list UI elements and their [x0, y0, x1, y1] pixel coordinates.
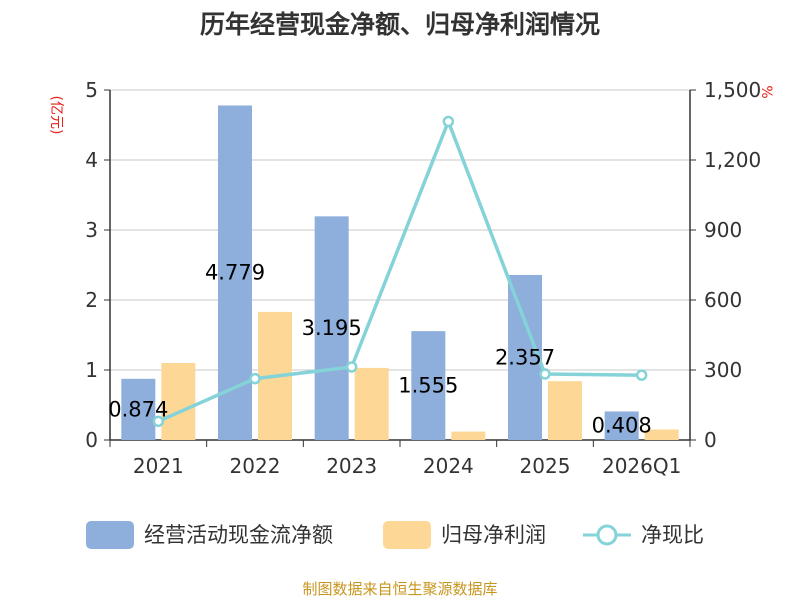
ratio-point — [539, 368, 551, 380]
data-label-cashflow: 3.195 — [302, 316, 362, 340]
legend-item-ratio[interactable]: 净现比 — [583, 523, 704, 547]
legend-label-net-profit: 归母净利润 — [441, 523, 546, 547]
ratio-line-path — [157, 119, 642, 423]
legend-marker-ratio — [596, 524, 618, 546]
bar-net-profit — [644, 429, 679, 440]
legend-swatch-net-profit — [383, 521, 431, 549]
bar-cashflow — [508, 275, 542, 440]
right-axis-tick-label: 1,200 — [704, 148, 761, 172]
bar-cashflow — [121, 378, 156, 440]
legend: 经营活动现金流净额 归母净利润 净现比 — [86, 521, 704, 549]
data-label-cashflow: 2.357 — [495, 346, 555, 370]
left-axis-unit: (亿元) — [48, 96, 64, 135]
x-axis-tick-label: 2022 — [230, 454, 281, 478]
data-label-cashflow: 0.408 — [592, 414, 652, 438]
left-axis-tick-label: 0 — [85, 428, 98, 452]
left-axis-tick-label: 2 — [85, 288, 98, 312]
x-axis-tick-label: 2023 — [326, 454, 377, 478]
axes: 0 1 2 3 4 5 0 300 600 900 1,200 1,500 2021 2022 2023 20… — [85, 78, 761, 478]
ratio-point — [635, 369, 648, 381]
legend-item-net-profit[interactable]: 归母净利润 — [383, 521, 546, 549]
bars — [121, 105, 679, 440]
bar-cashflow — [314, 216, 349, 440]
right-axis-tick-label: 300 — [704, 358, 742, 382]
left-axis-tick-label: 5 — [85, 78, 98, 102]
data-label-cashflow: 0.874 — [108, 397, 168, 421]
legend-item-cashflow[interactable]: 经营活动现金流净额 — [86, 521, 333, 549]
bar-net-profit — [354, 367, 389, 440]
ratio-point — [249, 372, 261, 385]
ratio-line — [152, 115, 648, 428]
bar-net-profit — [451, 431, 486, 440]
source-note: 制图数据来自恒生聚源数据库 — [302, 580, 497, 598]
x-axis-tick-label: 2024 — [423, 454, 474, 478]
legend-label-ratio: 净现比 — [641, 523, 704, 547]
ratio-point — [152, 415, 165, 428]
bar-cashflow — [604, 411, 639, 440]
legend-swatch-cashflow — [86, 521, 134, 549]
bar-net-profit — [548, 381, 582, 440]
left-axis-tick-label: 3 — [85, 218, 98, 242]
right-axis-tick-label: 900 — [704, 218, 742, 242]
right-axis-tick-label: 1,500 — [704, 78, 761, 102]
legend-label-cashflow: 经营活动现金流净额 — [144, 523, 333, 547]
grid — [110, 89, 690, 371]
x-axis-tick-label: 2021 — [133, 454, 184, 478]
right-axis-tick-label: 600 — [704, 288, 742, 312]
data-label-cashflow: 1.555 — [398, 374, 458, 398]
left-axis-tick-label: 4 — [85, 148, 98, 172]
data-label-cashflow: 4.779 — [205, 261, 265, 285]
data-labels: 0.874 4.779 3.195 1.555 2.357 0.408 — [108, 261, 651, 438]
x-axis-tick-label: 2026Q1 — [602, 454, 681, 478]
chart-title: 历年经营现金净额、归母净利润情况 — [200, 10, 600, 39]
bar-net-profit — [161, 363, 196, 440]
right-axis-tick-label: 0 — [704, 428, 717, 452]
right-axis-unit: % — [758, 85, 774, 98]
ratio-point — [442, 115, 455, 128]
x-axis-tick-label: 2025 — [520, 454, 571, 478]
ratio-point — [345, 361, 358, 373]
bar-cashflow — [411, 331, 446, 440]
left-axis-tick-label: 1 — [85, 358, 98, 382]
